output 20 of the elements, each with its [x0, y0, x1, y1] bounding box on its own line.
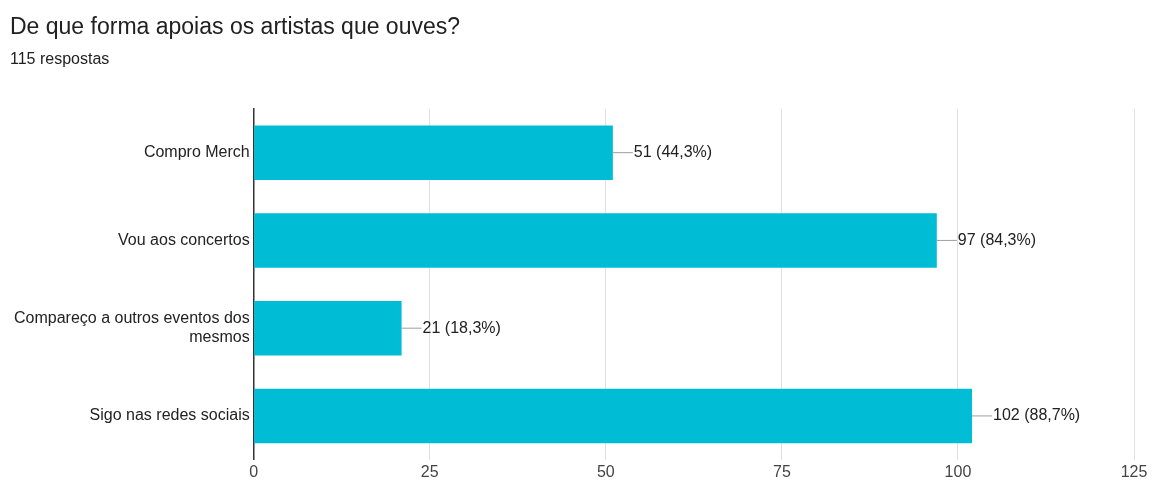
- x-tick-label: 75: [772, 462, 791, 480]
- x-tick-label: 50: [596, 462, 615, 480]
- bar: [254, 213, 937, 268]
- bar: [254, 300, 402, 356]
- y-tick-label: Compareço a outros eventos dos mesmos: [14, 308, 250, 346]
- y-tick-label: Vou aos concertos: [118, 230, 250, 248]
- y-tick-label: Compro Merch: [143, 143, 250, 161]
- bar: [254, 388, 973, 444]
- x-tick-label: 125: [1120, 462, 1148, 480]
- x-tick-label: 25: [420, 462, 439, 480]
- x-tick-label: 100: [944, 462, 972, 480]
- bar: [254, 125, 613, 180]
- data-label: 21 (18,3%): [422, 318, 501, 336]
- chart-title: De que forma apoias os artistas que ouves?: [10, 13, 461, 40]
- text: 115 respostas: [10, 49, 110, 67]
- x-tick-label: 0: [249, 462, 259, 480]
- data-label: 102 (88,7%): [993, 406, 1081, 424]
- data-label: 97 (84,3%): [957, 230, 1037, 248]
- data-label: 51 (44,3%): [633, 143, 713, 161]
- y-tick-label: Sigo nas redes sociais: [89, 406, 250, 424]
